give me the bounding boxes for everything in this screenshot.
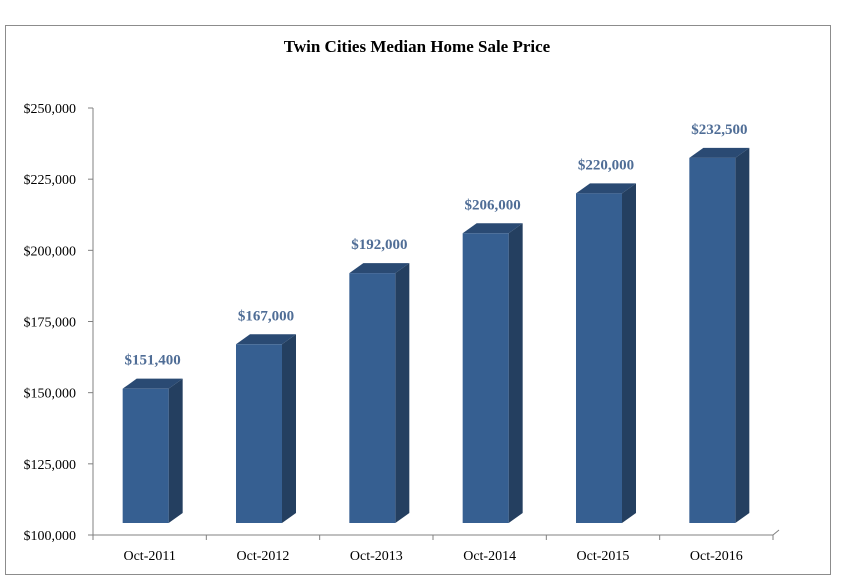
bar-side [168, 378, 183, 523]
bar-front [689, 157, 736, 524]
data-label: $232,500 [691, 122, 747, 138]
y-tick-label: $250,000 [24, 102, 77, 117]
data-label: $220,000 [578, 157, 634, 173]
bars [122, 147, 750, 524]
x-axis-depth-line [772, 529, 780, 536]
bar-front [122, 388, 169, 523]
bar-top [349, 263, 410, 274]
bar-side [395, 263, 410, 523]
bar-side [735, 147, 750, 524]
data-label: $192,000 [351, 237, 407, 253]
bar [122, 378, 183, 523]
data-label: $167,000 [238, 308, 294, 324]
bar-top [236, 334, 296, 345]
bar-front [349, 273, 396, 523]
y-tick-label: $175,000 [24, 316, 77, 331]
y-tick-label: $200,000 [24, 244, 77, 259]
y-tick-label: $125,000 [24, 458, 77, 473]
x-tick-label: Oct-2011 [123, 549, 175, 564]
data-labels: $151,400 $167,000 $192,000 $206,000 $220,000… [125, 122, 748, 369]
bar-side [282, 334, 296, 523]
bar-front [576, 193, 622, 523]
y-axis: $100,000 $125,000 $150,000 $175,000 $200,000… [24, 102, 94, 544]
x-axis: Oct-2011 Oct-2012 Oct-2013 Oct-2014 Oct-2015… [92, 529, 780, 564]
x-tick-label: Oct-2014 [463, 549, 516, 564]
bar-side [508, 223, 523, 523]
y-tick-label: $100,000 [24, 529, 77, 544]
bar-top [462, 223, 523, 234]
bar-front [462, 233, 509, 523]
bar-front [236, 344, 282, 523]
y-tick-label: $225,000 [24, 173, 77, 188]
x-tick-label: Oct-2016 [690, 549, 743, 564]
bar [236, 334, 296, 523]
data-label: $151,400 [125, 353, 181, 369]
x-tick-label: Oct-2015 [577, 549, 630, 564]
y-tick-label: $150,000 [24, 387, 77, 402]
bar [462, 223, 523, 523]
bar-top [576, 183, 636, 194]
bar [576, 183, 636, 523]
chart-title: Twin Cities Median Home Sale Price [284, 37, 551, 56]
bar-top [689, 147, 750, 158]
x-tick-label: Oct-2013 [350, 549, 403, 564]
bar-side [622, 183, 636, 523]
bar [349, 263, 410, 523]
bar-top [122, 378, 183, 389]
x-tick-label: Oct-2012 [237, 549, 290, 564]
data-label: $206,000 [465, 197, 521, 213]
bar [689, 147, 750, 524]
